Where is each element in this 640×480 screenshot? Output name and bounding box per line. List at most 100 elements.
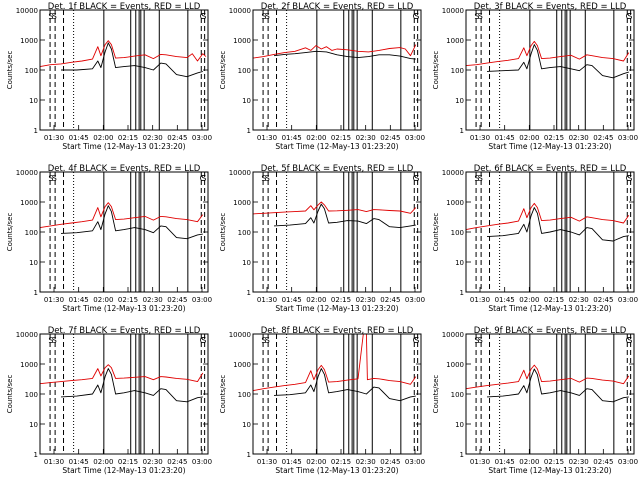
marker-label: S — [261, 336, 266, 345]
marker-label: S — [52, 336, 57, 345]
x-tick-label: 02:00 — [519, 458, 539, 466]
y-tick-label: 10 — [29, 97, 38, 105]
y-tick-label: 10 — [29, 259, 38, 267]
marker-label: S — [261, 174, 266, 183]
marker-label: S — [52, 174, 57, 183]
plot-title: Det. 5f BLACK = Events, RED = LLD — [261, 164, 414, 174]
plot-frame — [39, 9, 209, 131]
x-tick-label: 03:00 — [405, 458, 425, 466]
x-tick-label: 02:15 — [544, 296, 564, 304]
marker-label: S — [201, 174, 206, 183]
series-lld-line — [252, 201, 417, 215]
x-tick-label: 02:15 — [544, 458, 564, 466]
marker-label: S — [478, 12, 483, 21]
marker-label: S — [48, 174, 53, 183]
series-lld-line — [252, 44, 417, 59]
x-tick-label: 02:45 — [380, 296, 400, 304]
marker-label: S — [265, 174, 270, 183]
x-tick-label: 01:30 — [470, 134, 490, 142]
y-tick-label: 1 — [247, 127, 251, 135]
series-lld-line — [252, 333, 417, 392]
y-tick-label: 10000 — [16, 169, 38, 177]
x-tick-label: 02:15 — [331, 134, 351, 142]
detector-plot-3f: Det. 3f BLACK = Events, RED = LLD 1 10 100 1… — [432, 2, 638, 151]
plot-title: Det. 1f BLACK = Events, RED = LLD — [48, 2, 201, 12]
detector-plot-4f: Det. 4f BLACK = Events, RED = LLD 1 10 100 1… — [6, 164, 212, 313]
y-tick-label: 1000 — [233, 361, 251, 369]
marker-label: C — [413, 174, 419, 183]
y-tick-label: 10 — [242, 97, 251, 105]
x-tick-label: 01:45 — [69, 134, 89, 142]
x-tick-label: 02:30 — [569, 458, 589, 466]
x-tick-label: 02:00 — [93, 134, 113, 142]
marker-label: S — [414, 12, 419, 21]
x-tick-label: 01:45 — [69, 458, 89, 466]
y-tick-label: 1000 — [446, 361, 464, 369]
x-tick-label: 02:45 — [593, 134, 613, 142]
y-tick-label: 10 — [29, 421, 38, 429]
marker-label: S — [474, 336, 479, 345]
y-tick-label: 100 — [451, 391, 464, 399]
series-lld-line — [465, 364, 630, 390]
x-tick-label: 02:15 — [118, 296, 138, 304]
marker-label: S — [201, 12, 206, 21]
x-axis-label: Start Time (12-May-13 01:23:20) — [488, 304, 611, 313]
marker-label: C — [413, 12, 419, 21]
y-tick-label: 100 — [238, 67, 251, 75]
marker-label: S — [474, 174, 479, 183]
y-tick-label: 100 — [25, 67, 38, 75]
x-tick-label: 01:45 — [282, 134, 302, 142]
marker-label: S — [627, 174, 632, 183]
x-tick-label: 02:15 — [331, 296, 351, 304]
y-tick-label: 100 — [451, 67, 464, 75]
x-tick-label: 02:30 — [143, 134, 163, 142]
y-tick-label: 100 — [238, 391, 251, 399]
x-tick-label: 02:30 — [143, 458, 163, 466]
marker-label: S — [52, 12, 57, 21]
x-tick-label: 03:00 — [192, 134, 212, 142]
y-tick-label: 1000 — [20, 199, 38, 207]
y-axis-label: Counts/sec — [432, 51, 440, 90]
x-tick-label: 02:15 — [118, 134, 138, 142]
plot-frame — [39, 333, 209, 455]
x-tick-label: 02:00 — [93, 296, 113, 304]
x-tick-label: 01:30 — [257, 458, 277, 466]
x-tick-label: 01:30 — [44, 458, 64, 466]
plot-title: Det. 4f BLACK = Events, RED = LLD — [48, 164, 201, 174]
x-tick-label: 02:30 — [356, 458, 376, 466]
x-tick-label: 02:30 — [569, 134, 589, 142]
x-tick-label: 03:00 — [618, 296, 638, 304]
x-tick-label: 01:45 — [69, 296, 89, 304]
marker-label: S — [48, 12, 53, 21]
y-tick-label: 100 — [25, 391, 38, 399]
series-events-line — [273, 50, 416, 60]
series-events-line — [60, 205, 203, 240]
x-axis-label: Start Time (12-May-13 01:23:20) — [62, 466, 185, 475]
y-tick-label: 10000 — [442, 331, 464, 339]
plot-title: Det. 6f BLACK = Events, RED = LLD — [474, 164, 627, 174]
x-tick-label: 03:00 — [618, 134, 638, 142]
x-tick-label: 03:00 — [192, 296, 212, 304]
x-tick-label: 02:45 — [167, 458, 187, 466]
x-tick-label: 02:15 — [544, 134, 564, 142]
x-tick-label: 02:00 — [306, 296, 326, 304]
marker-label: C — [413, 336, 419, 345]
plot-frame — [252, 171, 422, 293]
series-events-line — [273, 368, 416, 402]
y-tick-label: 10000 — [16, 7, 38, 15]
y-tick-label: 100 — [238, 229, 251, 237]
y-tick-label: 10000 — [229, 7, 251, 15]
y-tick-label: 1000 — [446, 37, 464, 45]
marker-label: C — [626, 174, 632, 183]
series-events-line — [60, 368, 203, 403]
x-tick-label: 01:30 — [470, 458, 490, 466]
x-axis-label: Start Time (12-May-13 01:23:20) — [275, 142, 398, 151]
plot-frame — [39, 171, 209, 293]
y-tick-label: 10 — [242, 259, 251, 267]
x-axis-label: Start Time (12-May-13 01:23:20) — [62, 142, 185, 151]
plot-frame — [252, 9, 422, 131]
x-tick-label: 02:00 — [306, 458, 326, 466]
x-tick-label: 01:30 — [470, 296, 490, 304]
y-tick-label: 1000 — [446, 199, 464, 207]
y-tick-label: 10000 — [229, 331, 251, 339]
